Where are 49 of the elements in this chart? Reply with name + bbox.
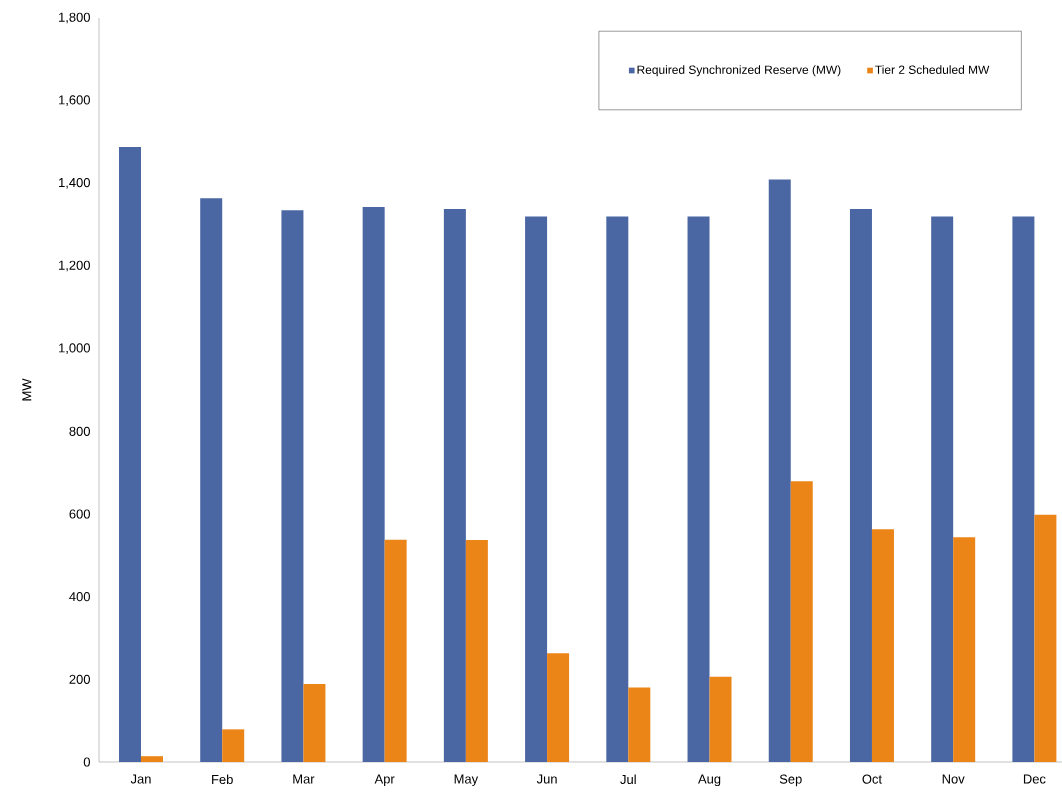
x-tick-label: Apr	[374, 774, 395, 787]
y-axis-title: MW	[22, 378, 32, 401]
bar	[687, 216, 710, 762]
bar	[931, 216, 954, 762]
x-tick-label: Jan	[130, 774, 151, 784]
x-tick-label: Dec	[1023, 774, 1046, 784]
y-tick-label: 1,600	[59, 95, 90, 107]
bar	[384, 539, 407, 762]
x-tick-label: Feb	[212, 774, 233, 785]
x-tick-label: Aug	[698, 774, 721, 787]
bar	[1034, 514, 1057, 762]
x-tick-label: Sep	[779, 774, 802, 787]
y-tick-label: 800	[69, 426, 90, 436]
bar	[222, 729, 245, 762]
x-tick-label: Nov	[942, 774, 965, 784]
bar	[525, 216, 548, 762]
bar	[628, 687, 651, 762]
legend-label: Tier 2 Scheduled MW	[875, 65, 990, 74]
bar	[465, 540, 488, 762]
bar	[790, 481, 813, 762]
y-tick-label: 1,000	[59, 343, 90, 355]
x-tick-label: Oct	[862, 774, 882, 784]
bar	[547, 653, 570, 762]
y-tick-label: 400	[69, 592, 90, 602]
bar	[709, 676, 732, 762]
bar	[118, 146, 141, 762]
x-tick-label: Mar	[293, 774, 315, 784]
y-tick-label: 600	[69, 509, 90, 519]
x-tick-label: Jul	[620, 774, 636, 785]
y-tick-label: 1,400	[59, 177, 90, 189]
bar	[303, 683, 326, 762]
x-tick-label: May	[454, 774, 479, 787]
bar	[281, 210, 304, 762]
bar	[443, 208, 466, 762]
bar	[768, 179, 791, 762]
y-tick-label: 1,800	[59, 12, 90, 24]
bar	[200, 198, 223, 762]
bar	[871, 529, 894, 762]
bar	[606, 216, 629, 762]
y-tick-label: 0	[83, 757, 90, 767]
bar	[849, 208, 872, 762]
bar	[953, 537, 976, 762]
bar	[140, 756, 163, 762]
y-tick-label: 1,200	[59, 260, 90, 272]
x-tick-label: Jun	[536, 774, 557, 784]
bar	[362, 206, 385, 762]
legend-label: Required Synchronized Reserve (MW)	[637, 65, 841, 77]
bar	[1012, 216, 1035, 762]
y-tick-label: 200	[69, 674, 90, 684]
